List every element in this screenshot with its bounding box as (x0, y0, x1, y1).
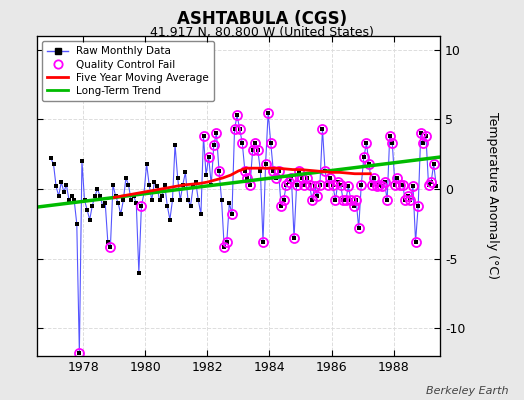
Text: ASHTABULA (CGS): ASHTABULA (CGS) (177, 10, 347, 28)
Text: 41.917 N, 80.800 W (United States): 41.917 N, 80.800 W (United States) (150, 26, 374, 39)
Legend: Raw Monthly Data, Quality Control Fail, Five Year Moving Average, Long-Term Tren: Raw Monthly Data, Quality Control Fail, … (42, 41, 214, 101)
Y-axis label: Temperature Anomaly (°C): Temperature Anomaly (°C) (486, 112, 499, 280)
Text: Berkeley Earth: Berkeley Earth (426, 386, 508, 396)
